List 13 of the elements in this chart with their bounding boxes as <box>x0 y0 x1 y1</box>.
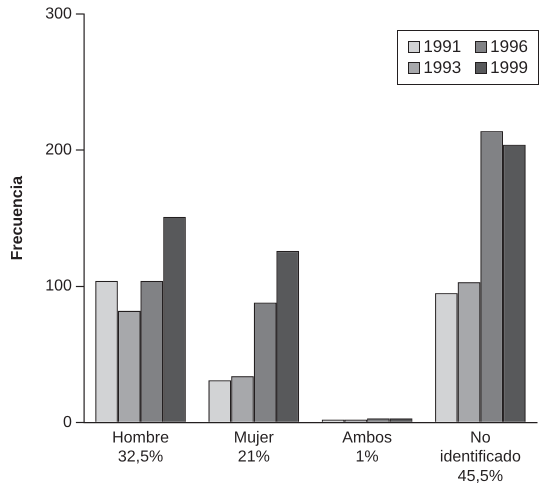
legend-label: 1999 <box>490 58 528 78</box>
x-tick-label: Mujer 21% <box>234 429 274 466</box>
y-axis-title: Frecuencia <box>9 176 26 260</box>
legend-label: 1991 <box>423 37 462 57</box>
x-tick-label: No identificado 45,5% <box>440 429 521 485</box>
legend-label: 1996 <box>490 37 528 57</box>
y-tick-label: 100 <box>45 278 72 295</box>
y-tick-label: 200 <box>45 142 72 159</box>
x-tick-label: Hombre 32,5% <box>112 429 170 466</box>
x-tick-label: Ambos 1% <box>342 429 392 466</box>
y-tick-label: 300 <box>45 5 72 22</box>
y-tick-label: 0 <box>62 414 72 431</box>
legend-label: 1993 <box>423 58 462 78</box>
